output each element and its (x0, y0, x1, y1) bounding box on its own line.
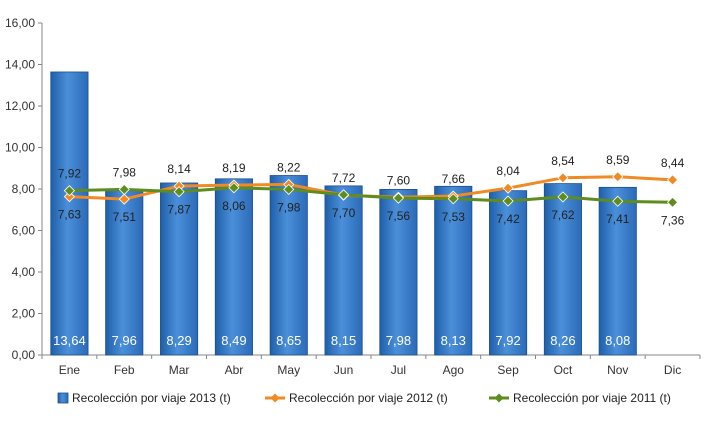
bar (50, 71, 89, 356)
data-label-2011: 7,87 (167, 203, 191, 217)
legend-label-2011: Recolección por viaje 2011 (t) (513, 391, 671, 405)
data-label-2011: 8,06 (222, 199, 246, 213)
marker-2011 (283, 183, 295, 195)
bar (379, 189, 418, 356)
data-label-2011: 7,56 (387, 209, 411, 223)
marker-2011 (557, 191, 569, 203)
marker-2012 (63, 191, 75, 203)
y-tick-label: 4,00 (12, 265, 36, 279)
bar (324, 185, 363, 356)
x-tick-label: Ago (443, 363, 465, 377)
legend-swatch-2013 (57, 392, 69, 404)
x-tick-label: Jun (334, 363, 353, 377)
data-label-2011: 7,42 (496, 212, 520, 226)
x-tick-label: Sep (497, 363, 519, 377)
marker-2011 (63, 185, 75, 197)
bar-data-label: 8,29 (166, 333, 191, 348)
marker-2012 (557, 172, 569, 184)
bar (214, 178, 253, 356)
marker-2011 (228, 182, 240, 194)
data-label-2012: 8,22 (277, 160, 301, 174)
legend-label-2013: Recolección por viaje 2013 (t) (72, 391, 231, 405)
y-tick-label: 16,00 (5, 16, 35, 30)
data-label-2011: 7,92 (58, 167, 82, 181)
y-tick-label: 14,00 (5, 58, 35, 72)
bar-data-label: 8,26 (550, 333, 575, 348)
y-tick-label: 0,00 (12, 348, 36, 362)
y-tick-label: 6,00 (12, 224, 36, 238)
marker-2012 (667, 174, 679, 186)
marker-2011 (612, 195, 624, 207)
marker-2011 (667, 196, 679, 208)
data-label-2011: 7,98 (277, 200, 301, 214)
bar (543, 183, 582, 356)
x-tick-label: Oct (554, 363, 573, 377)
y-tick-label: 12,00 (5, 99, 35, 113)
x-tick-label: Nov (607, 363, 628, 377)
marker-2011 (173, 186, 185, 198)
bar-data-label: 8,15 (331, 333, 356, 348)
bar-data-label: 8,08 (605, 333, 630, 348)
line-series-2011 (69, 186, 673, 204)
bar-data-label: 7,92 (495, 333, 520, 348)
marker-2012 (502, 182, 514, 194)
bar (489, 190, 528, 356)
bar-data-label: 8,65 (276, 333, 301, 348)
marker-2012 (612, 171, 624, 183)
x-tick-label: May (277, 363, 300, 377)
data-label-2012: 7,66 (442, 172, 466, 186)
legend-marker-2011 (494, 393, 504, 403)
bar (105, 189, 144, 356)
data-label-2012: 8,04 (496, 164, 520, 178)
marker-2011 (447, 193, 459, 205)
plot-area: 0,00 2,00 4,00 6,00 8,00 10,00 12,00 14,00 16,00… (5, 16, 701, 377)
data-label-2012: 7,63 (58, 208, 82, 222)
legend-label-2012: Recolección por viaje 2012 (t) (289, 391, 448, 405)
data-label-2011: 7,53 (442, 210, 466, 224)
data-label-2012: 7,51 (113, 210, 137, 224)
x-tick-label: Abr (225, 363, 244, 377)
data-label-2012: 8,14 (167, 162, 191, 176)
data-label-2012: 7,70 (332, 206, 356, 220)
x-tick-label: Mar (169, 363, 190, 377)
data-label-2012: 8,59 (606, 153, 630, 167)
bar (434, 185, 473, 356)
data-label-2011: 7,98 (113, 165, 137, 179)
data-label-2012: 8,19 (222, 161, 246, 175)
bar (598, 186, 637, 356)
y-tick-label: 10,00 (5, 141, 35, 155)
bar-data-label: 7,98 (386, 333, 411, 348)
x-tick-label: Ene (59, 363, 81, 377)
data-label-2011: 7,72 (332, 171, 356, 185)
marker-2011 (118, 183, 130, 195)
marker-2011 (338, 189, 350, 201)
data-label-2012: 8,44 (661, 156, 685, 170)
bar-data-label: 13,64 (53, 333, 86, 348)
marker-2011 (392, 192, 404, 204)
data-label-2011: 7,41 (606, 212, 630, 226)
data-label-2012: 8,54 (551, 154, 575, 168)
data-label-2011: 7,62 (551, 208, 575, 222)
legend-marker-2012 (270, 393, 280, 403)
bar-data-label: 8,13 (441, 333, 466, 348)
x-tick-label: Dic (664, 363, 681, 377)
x-tick-label: Jul (391, 363, 406, 377)
bar-data-label: 7,96 (112, 333, 137, 348)
y-tick-label: 2,00 (12, 307, 36, 321)
data-label-2012: 7,60 (387, 173, 411, 187)
y-tick-label: 8,00 (12, 182, 36, 196)
bar (269, 175, 308, 356)
legend: Recolección por viaje 2013 (t) Recolecció… (57, 391, 671, 405)
data-label-2011: 7,36 (661, 213, 685, 227)
bar-data-label: 8,49 (221, 333, 246, 348)
x-tick-label: Feb (114, 363, 135, 377)
marker-2012 (118, 193, 130, 205)
marker-2011 (502, 195, 514, 207)
